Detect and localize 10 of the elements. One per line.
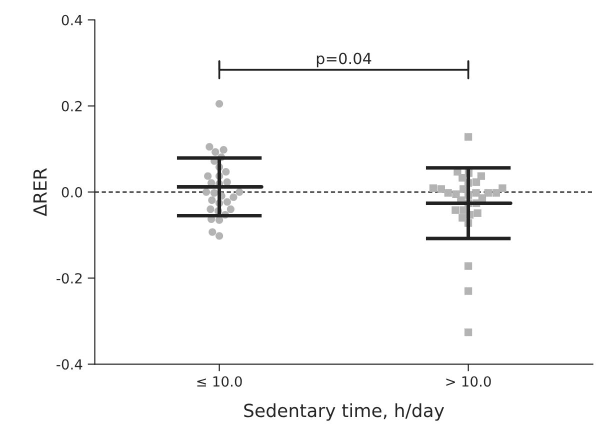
x-tick-label: ≤ 10.0 — [197, 376, 242, 387]
y-tick-label: 0.2 — [62, 100, 82, 112]
annotation: p=0.04 — [316, 52, 372, 68]
y-tick-label: 0.0 — [62, 186, 82, 198]
y-tick-label: -0.4 — [56, 359, 82, 370]
x-tick-label: > 10.0 — [446, 376, 491, 387]
x-axis-title: Sedentary time, h/day — [244, 403, 444, 421]
y-tick-label: 0.4 — [62, 14, 82, 26]
y-axis-title: ΔRER — [33, 168, 47, 216]
y-tick-label: -0.2 — [56, 273, 82, 284]
